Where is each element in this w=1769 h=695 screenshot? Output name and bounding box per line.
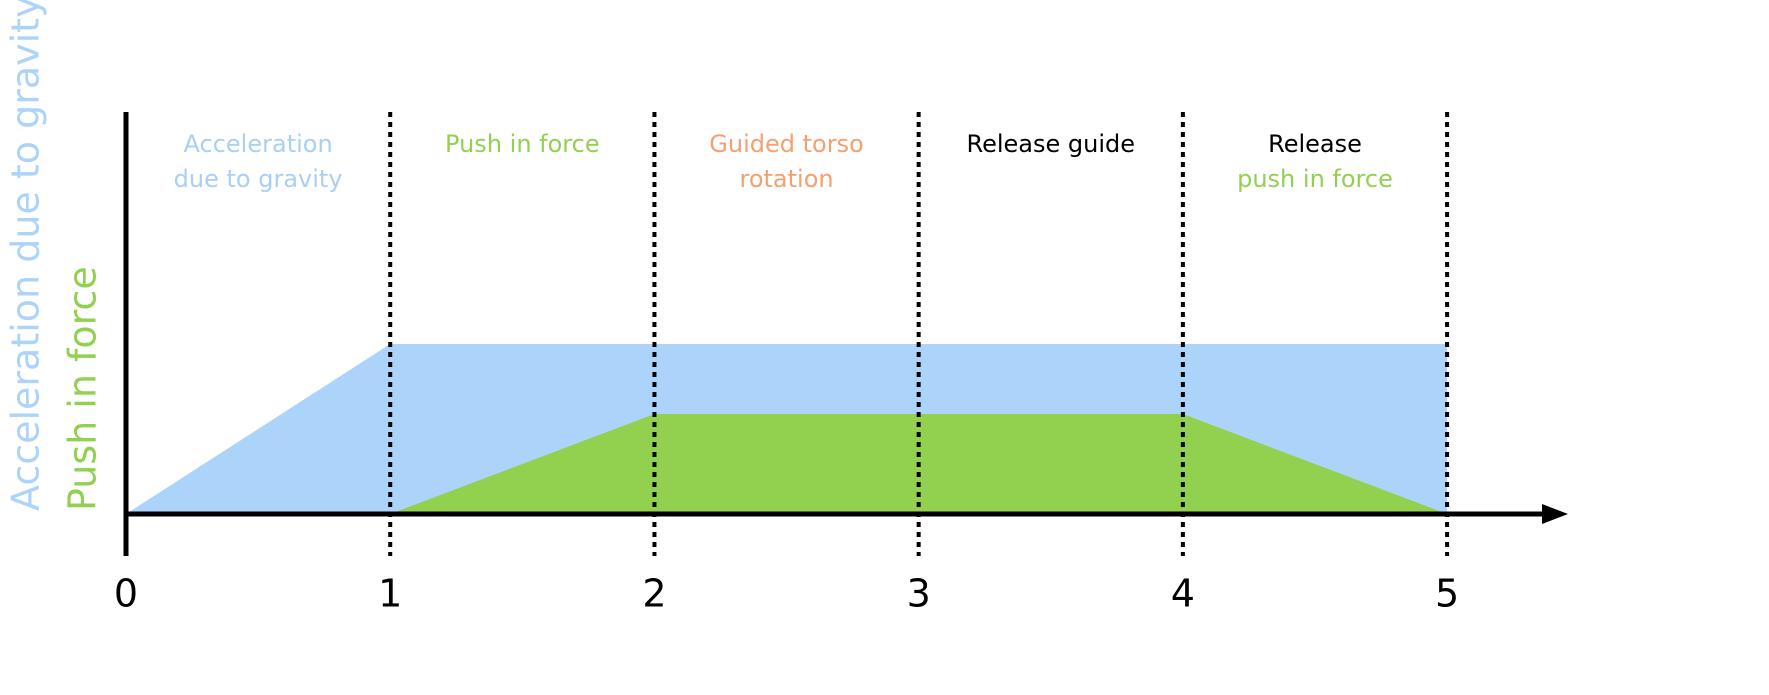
x-tick-label: 5: [1435, 572, 1459, 616]
annotation: Acceleration: [184, 130, 333, 158]
x-axis-arrow: [1542, 504, 1568, 524]
y-axis-label: Push in force: [61, 266, 105, 511]
annotation: Push in force: [445, 130, 600, 158]
x-tick-label: 3: [907, 572, 931, 616]
annotation: rotation: [739, 165, 833, 193]
x-tick-label: 2: [642, 572, 666, 616]
annotation: Guided torso: [709, 130, 864, 158]
y-axis-label: Acceleration due to gravity: [4, 0, 48, 511]
x-tick-label: 1: [378, 572, 402, 616]
annotation: Release guide: [967, 130, 1136, 158]
x-tick-label: 4: [1171, 572, 1195, 616]
annotation: push in force: [1237, 165, 1393, 193]
annotation: Release: [1268, 130, 1362, 158]
annotation: due to gravity: [174, 165, 343, 193]
x-tick-label: 0: [114, 572, 138, 616]
